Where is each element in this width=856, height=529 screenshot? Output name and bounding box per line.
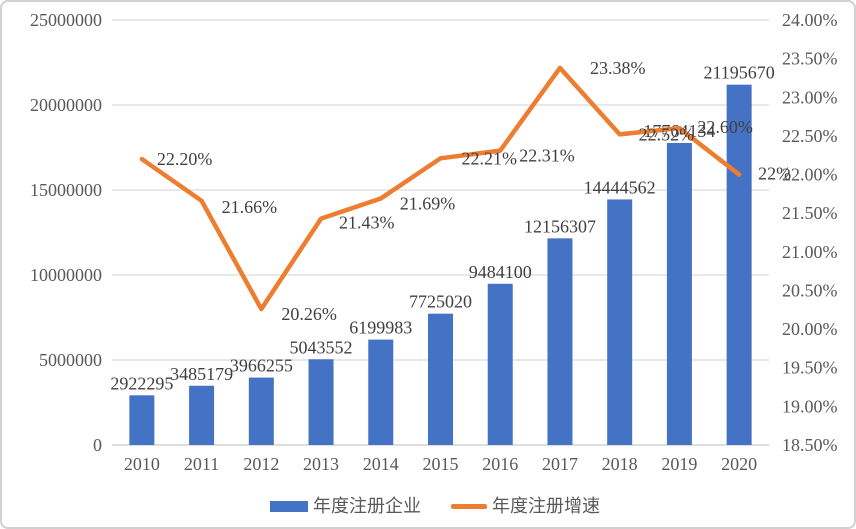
x-axis-tick: 2018 (602, 454, 638, 474)
bar-value-label: 9484100 (469, 262, 532, 282)
right-axis-tick: 20.50% (782, 280, 838, 300)
bar-value-label: 3485179 (170, 364, 233, 384)
x-axis-tick: 2016 (482, 454, 518, 474)
growth-rate-line (139, 65, 742, 312)
x-axis-tick: 2019 (661, 454, 697, 474)
x-axis-tick: 2010 (124, 454, 160, 474)
left-axis-tick: 0 (93, 435, 102, 455)
x-axis-tick: 2013 (303, 454, 339, 474)
right-axis-tick: 23.50% (782, 49, 838, 69)
bar-value-label: 14444562 (584, 177, 656, 197)
right-axis-tick: 20.00% (782, 319, 838, 339)
left-axis-tick: 15000000 (30, 180, 102, 200)
x-axis-tick: 2017 (542, 454, 578, 474)
line-value-label: 22.60% (697, 117, 753, 137)
x-axis-tick: 2011 (184, 454, 219, 474)
bar-2013 (308, 359, 334, 445)
x-axis-tick: 2012 (243, 454, 279, 474)
left-axis-tick: 25000000 (30, 10, 102, 30)
right-axis-tick: 19.50% (782, 358, 838, 378)
right-axis-tick: 21.50% (782, 203, 838, 223)
right-axis-tick: 19.00% (782, 396, 838, 416)
bar-value-label: 5043552 (290, 337, 353, 357)
bar-2017 (547, 238, 573, 445)
line-value-label: 22.20% (157, 149, 213, 169)
line-value-label: 21.43% (339, 213, 395, 233)
bar-2011 (189, 385, 215, 445)
right-axis-tick: 22.50% (782, 126, 838, 146)
bar-2018 (607, 199, 633, 445)
line-value-label: 22.31% (519, 146, 575, 166)
right-axis-tick: 22.00% (782, 165, 838, 185)
bar-2020 (726, 84, 752, 445)
bar-value-label: 21195670 (703, 63, 774, 83)
x-axis-tick: 2014 (363, 454, 399, 474)
bar-2012 (248, 377, 274, 445)
bar-2014 (368, 339, 394, 445)
line-value-label: 22% (758, 164, 791, 184)
line-value-label: 20.26% (281, 304, 337, 324)
line-value-label: 21.69% (400, 194, 456, 214)
left-axis-tick: 10000000 (30, 265, 102, 285)
bar-2015 (428, 313, 453, 445)
right-axis-tick: 23.00% (782, 87, 838, 107)
right-axis-tick: 18.50% (782, 435, 838, 455)
bar-value-label: 2922295 (110, 373, 173, 393)
line-value-label: 23.38% (590, 58, 646, 78)
line-value-label: 22.21% (462, 148, 518, 168)
bar-value-label: 3966255 (230, 356, 293, 376)
bar-2010 (129, 395, 155, 445)
line-value-label: 22.52% (639, 124, 695, 144)
bar-2016 (487, 283, 513, 445)
bar-value-label: 6199983 (349, 318, 412, 338)
right-axis-tick: 21.00% (782, 242, 838, 262)
right-axis-tick: 24.00% (782, 10, 838, 30)
bar-value-label: 7725020 (409, 292, 472, 312)
left-axis-tick: 20000000 (30, 95, 102, 115)
bar-value-label: 12156307 (524, 216, 596, 236)
x-axis-tick: 2020 (721, 454, 757, 474)
bar-2019 (666, 143, 692, 446)
left-axis-tick: 5000000 (39, 350, 102, 370)
x-axis-tick: 2015 (423, 454, 459, 474)
line-value-label: 21.66% (222, 197, 278, 217)
